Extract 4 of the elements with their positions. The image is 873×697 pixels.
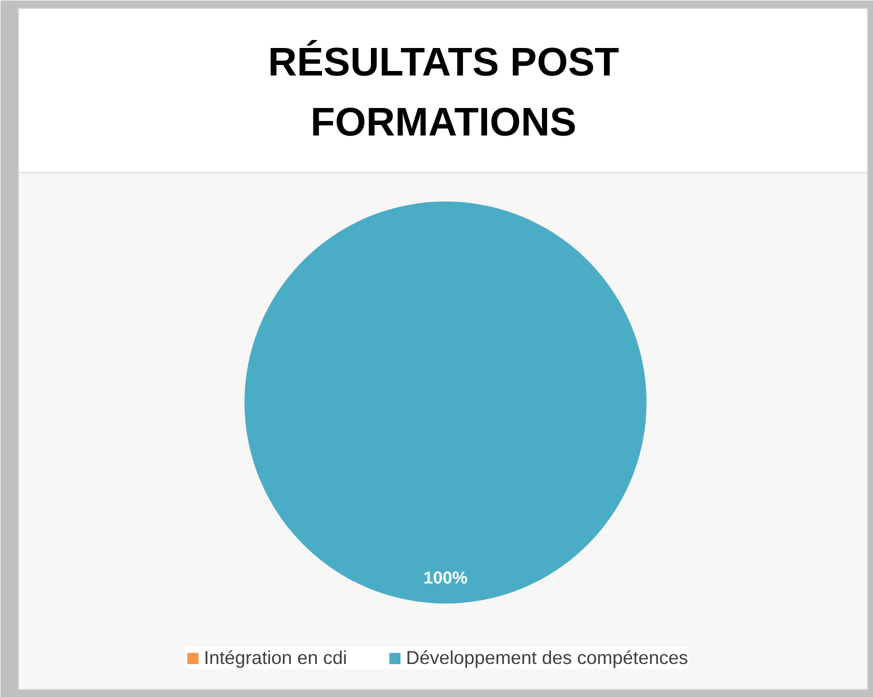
legend-label: Développement des compétences (406, 647, 688, 669)
chart-title: RÉSULTATS POST FORMATIONS (268, 40, 620, 144)
legend-label: Intégration en cdi (204, 647, 348, 669)
data-label: 100% (423, 567, 468, 588)
